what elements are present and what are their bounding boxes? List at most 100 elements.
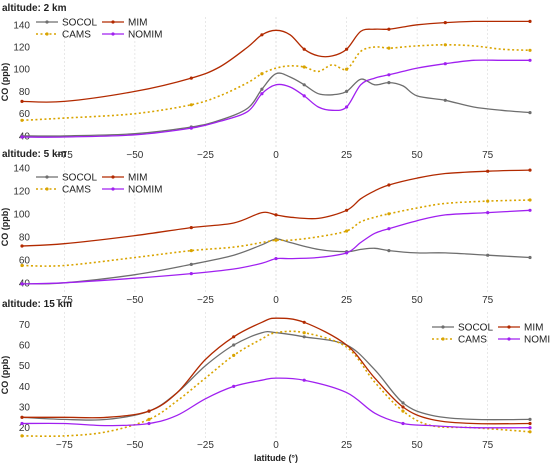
legend-label: MIM bbox=[128, 173, 147, 184]
data-point bbox=[528, 19, 532, 23]
data-point bbox=[528, 168, 532, 172]
series-mim bbox=[20, 317, 532, 426]
data-point bbox=[345, 105, 349, 109]
data-point bbox=[20, 118, 24, 122]
legend-marker bbox=[441, 337, 445, 341]
data-point bbox=[387, 81, 391, 85]
data-point bbox=[345, 229, 349, 233]
x-tick-label: 0 bbox=[273, 150, 279, 161]
x-tick-label: −25 bbox=[197, 295, 214, 306]
data-point bbox=[387, 183, 391, 187]
data-point bbox=[486, 253, 490, 257]
data-point bbox=[302, 94, 306, 98]
legend-item-cams: CAMS bbox=[36, 185, 91, 196]
y-tick-label: 120 bbox=[13, 186, 30, 197]
y-tick-label: 100 bbox=[13, 65, 30, 76]
data-point bbox=[189, 262, 193, 266]
series-line bbox=[21, 72, 531, 137]
data-point bbox=[232, 384, 236, 388]
data-point bbox=[302, 378, 306, 382]
data-point bbox=[189, 126, 193, 130]
data-point bbox=[387, 212, 391, 216]
x-tick-label: −25 bbox=[197, 440, 214, 451]
x-tick-label: 25 bbox=[341, 440, 353, 451]
data-point bbox=[147, 409, 151, 413]
data-point bbox=[260, 33, 264, 37]
legend-label: MIM bbox=[128, 18, 147, 29]
data-point bbox=[20, 135, 24, 139]
data-point bbox=[486, 211, 490, 215]
data-point bbox=[387, 73, 391, 77]
data-point bbox=[147, 417, 151, 421]
series-line bbox=[21, 238, 531, 285]
x-tick-label: 50 bbox=[412, 150, 424, 161]
data-point bbox=[232, 343, 236, 347]
x-tick-label: −75 bbox=[56, 440, 73, 451]
data-point bbox=[345, 67, 349, 71]
series-line bbox=[21, 169, 531, 247]
data-point bbox=[20, 421, 24, 426]
data-point bbox=[189, 76, 193, 80]
data-point bbox=[443, 62, 447, 66]
y-tick-label: 140 bbox=[13, 20, 30, 31]
data-point bbox=[260, 92, 264, 96]
y-tick-label: 20 bbox=[19, 423, 31, 434]
data-point bbox=[528, 430, 532, 434]
legend-label: SOCOL bbox=[62, 18, 97, 29]
legend-marker bbox=[507, 337, 511, 341]
series-cams bbox=[20, 198, 532, 268]
x-tick-label: 0 bbox=[273, 295, 279, 306]
data-point bbox=[232, 353, 236, 357]
data-point bbox=[189, 272, 193, 276]
legend-item-nomim: NOMIM bbox=[498, 335, 550, 346]
legend-item-mim: MIM bbox=[102, 18, 147, 29]
series-line bbox=[21, 317, 531, 425]
x-tick-label: 0 bbox=[273, 440, 279, 451]
data-point bbox=[232, 335, 236, 339]
data-point bbox=[528, 255, 532, 260]
legend-label: NOMIM bbox=[524, 335, 550, 346]
series-line bbox=[21, 59, 530, 138]
legend-item-nomim: NOMIM bbox=[102, 30, 162, 41]
data-point bbox=[486, 169, 490, 173]
y-tick-label: 30 bbox=[19, 403, 31, 414]
data-point bbox=[20, 263, 24, 268]
x-tick-label: 75 bbox=[482, 295, 494, 306]
data-point bbox=[443, 21, 447, 25]
y-tick-label: 140 bbox=[13, 163, 30, 174]
y-tick-label: 40 bbox=[19, 382, 31, 393]
series-cams bbox=[20, 330, 532, 438]
data-point bbox=[387, 27, 391, 31]
data-point bbox=[20, 415, 24, 419]
panel-3: altitude: 15 km 20 30 40 50 60 70 −75 −50 −25 0 25 5… bbox=[0, 299, 550, 463]
y-tick-label: 50 bbox=[19, 361, 31, 372]
series-line bbox=[21, 20, 530, 103]
legend-item-mim: MIM bbox=[498, 323, 543, 334]
data-point bbox=[443, 43, 447, 47]
data-point bbox=[387, 46, 391, 50]
series-mim bbox=[20, 19, 532, 103]
series-nomim bbox=[20, 208, 532, 286]
legend-label: CAMS bbox=[458, 335, 487, 346]
data-point bbox=[401, 409, 405, 413]
data-point bbox=[401, 421, 405, 426]
data-point bbox=[147, 421, 151, 426]
x-tick-label: 75 bbox=[482, 440, 494, 451]
y-axis-label: CO (ppb) bbox=[0, 208, 10, 247]
data-point bbox=[345, 47, 349, 51]
series-nomim bbox=[20, 58, 532, 139]
legend-label: CAMS bbox=[62, 30, 91, 41]
data-point bbox=[189, 249, 193, 253]
data-point bbox=[345, 208, 349, 212]
data-point bbox=[401, 405, 405, 409]
data-point bbox=[528, 111, 532, 115]
series-cams bbox=[20, 43, 532, 122]
data-point bbox=[189, 103, 193, 107]
y-axis-label: CO (ppb) bbox=[0, 63, 10, 102]
x-tick-label: −50 bbox=[126, 295, 143, 306]
series-nomim bbox=[20, 377, 532, 430]
legend-marker bbox=[45, 32, 49, 36]
